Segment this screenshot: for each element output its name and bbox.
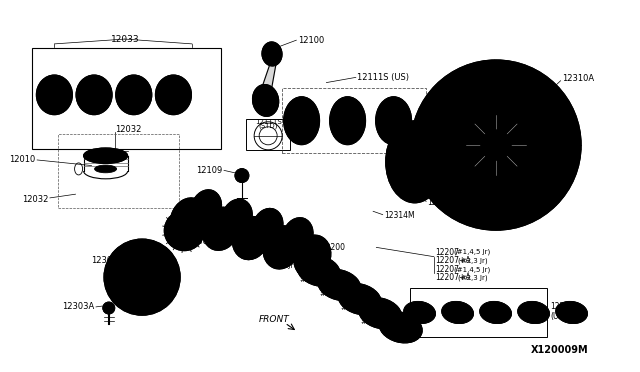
- Ellipse shape: [284, 97, 319, 145]
- Text: FRONT: FRONT: [259, 315, 289, 324]
- Circle shape: [445, 94, 547, 196]
- Text: 12207S: 12207S: [550, 302, 579, 311]
- Text: 12032: 12032: [22, 195, 48, 203]
- Ellipse shape: [76, 75, 112, 115]
- Ellipse shape: [36, 75, 72, 115]
- Text: 12314E: 12314E: [428, 198, 456, 207]
- Circle shape: [179, 225, 190, 237]
- Circle shape: [528, 119, 538, 129]
- Text: X120009M: X120009M: [531, 345, 589, 355]
- Text: 12109: 12109: [196, 166, 223, 175]
- Ellipse shape: [84, 148, 127, 163]
- Text: (US-0.25): (US-0.25): [550, 312, 586, 321]
- Text: 12207: 12207: [435, 265, 460, 274]
- Ellipse shape: [294, 235, 331, 278]
- Bar: [32, 48, 221, 149]
- Text: #4Jr: #4Jr: [340, 305, 355, 311]
- Circle shape: [104, 239, 180, 315]
- Text: 12303: 12303: [91, 256, 117, 265]
- Ellipse shape: [170, 198, 207, 241]
- Polygon shape: [262, 64, 276, 89]
- Text: #2Jr: #2Jr: [299, 277, 314, 283]
- Bar: [246, 119, 290, 150]
- Circle shape: [126, 261, 158, 293]
- Text: 12314M: 12314M: [384, 211, 415, 220]
- Ellipse shape: [518, 301, 550, 324]
- Ellipse shape: [358, 298, 402, 329]
- Ellipse shape: [379, 312, 422, 343]
- Ellipse shape: [376, 97, 412, 145]
- Text: (#2,3 Jr): (#2,3 Jr): [458, 275, 487, 281]
- Text: 12010: 12010: [9, 155, 35, 164]
- Ellipse shape: [317, 269, 361, 301]
- Bar: [58, 134, 179, 208]
- Circle shape: [103, 302, 115, 314]
- Text: 12207+A: 12207+A: [435, 256, 471, 265]
- Ellipse shape: [404, 301, 435, 324]
- Ellipse shape: [191, 190, 221, 227]
- Ellipse shape: [556, 301, 588, 324]
- Circle shape: [454, 119, 464, 129]
- Text: 12207: 12207: [435, 248, 460, 257]
- Bar: [282, 88, 426, 153]
- Ellipse shape: [422, 97, 458, 145]
- Circle shape: [528, 161, 538, 171]
- Circle shape: [164, 211, 204, 251]
- Circle shape: [411, 60, 581, 230]
- Circle shape: [491, 97, 501, 108]
- Ellipse shape: [338, 283, 381, 315]
- Text: 12200: 12200: [321, 243, 346, 252]
- Text: 12111S (US): 12111S (US): [357, 73, 409, 82]
- Ellipse shape: [232, 217, 269, 260]
- Text: 12310A: 12310A: [562, 74, 594, 83]
- Circle shape: [481, 130, 511, 160]
- Text: 12033: 12033: [111, 35, 139, 44]
- Ellipse shape: [480, 301, 511, 324]
- Text: 12111S: 12111S: [255, 119, 282, 125]
- Text: 32202: 32202: [431, 136, 455, 145]
- Circle shape: [235, 169, 249, 183]
- Ellipse shape: [262, 42, 282, 66]
- Circle shape: [491, 183, 501, 193]
- Ellipse shape: [442, 301, 474, 324]
- Ellipse shape: [386, 121, 444, 203]
- Ellipse shape: [330, 97, 365, 145]
- Text: #3Jr: #3Jr: [319, 291, 335, 297]
- Circle shape: [547, 87, 557, 97]
- Ellipse shape: [116, 75, 152, 115]
- Text: 13021: 13021: [194, 237, 218, 246]
- Text: #5Jr: #5Jr: [360, 319, 376, 326]
- Ellipse shape: [282, 218, 313, 255]
- Text: #1Jr: #1Jr: [278, 263, 294, 269]
- Ellipse shape: [252, 208, 283, 246]
- Ellipse shape: [156, 75, 191, 115]
- Text: 12032: 12032: [115, 125, 141, 134]
- Ellipse shape: [263, 226, 300, 269]
- Text: 31161: 31161: [485, 191, 509, 200]
- Text: (STD): (STD): [259, 122, 278, 129]
- Text: 12100: 12100: [298, 36, 324, 45]
- Ellipse shape: [202, 207, 239, 250]
- Text: (#1,4,5 Jr): (#1,4,5 Jr): [454, 249, 491, 256]
- Ellipse shape: [297, 255, 340, 286]
- Bar: [410, 288, 547, 337]
- Circle shape: [454, 161, 464, 171]
- Text: 12303A: 12303A: [63, 302, 95, 311]
- Text: (#1,4,5 Jr): (#1,4,5 Jr): [454, 266, 491, 273]
- Text: 12315N: 12315N: [408, 182, 437, 191]
- Ellipse shape: [253, 84, 278, 116]
- Text: (#2,3 Jr): (#2,3 Jr): [458, 257, 487, 264]
- Text: 12299: 12299: [194, 225, 218, 234]
- Ellipse shape: [221, 199, 252, 236]
- Text: 12207+A: 12207+A: [435, 273, 471, 282]
- Ellipse shape: [95, 165, 116, 173]
